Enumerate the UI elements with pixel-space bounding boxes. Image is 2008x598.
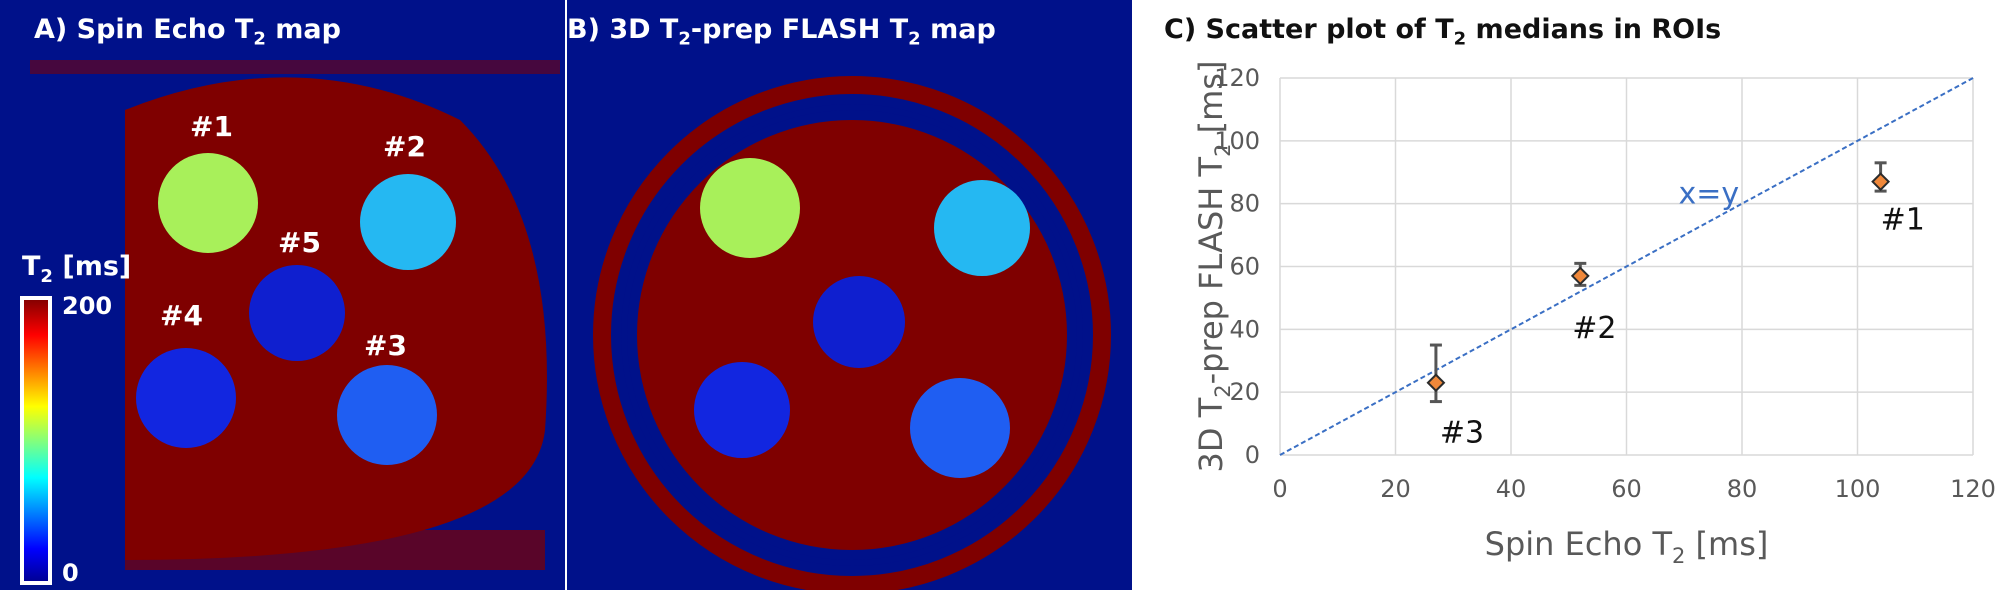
data-point-label: #3 <box>1440 416 1484 451</box>
y-tick-label: 20 <box>1229 378 1260 406</box>
roi-3-disc <box>337 365 437 465</box>
y-tick-label: 0 <box>1245 441 1260 469</box>
spin-echo-map-image: #1 #2 #3 #4 #5 T2 [ms] 200 0 <box>0 0 565 590</box>
x-tick-label: 80 <box>1727 475 1758 503</box>
x-tick-label: 40 <box>1496 475 1527 503</box>
y-tick-labels: 0 20 40 60 80 100 120 <box>1214 64 1260 469</box>
y-axis-label: 3D T2-prep FLASH T2 [ms] <box>1192 61 1235 473</box>
colorbar-gradient <box>20 296 52 585</box>
data-point-marker <box>1426 373 1446 393</box>
panel-a-title: A) Spin Echo T2 map <box>34 14 341 50</box>
data-point-label: #2 <box>1572 311 1616 346</box>
x-tick-label: 20 <box>1380 475 1411 503</box>
x-tick-label: 60 <box>1611 475 1642 503</box>
x-tick-labels: 0 20 40 60 80 100 120 <box>1272 475 1996 503</box>
data-point-label: #1 <box>1881 203 1925 238</box>
identity-line-label: x=y <box>1678 177 1739 212</box>
roi-label-4: #4 <box>160 299 203 332</box>
data-point-marker <box>1871 172 1891 192</box>
panel-c-title: C) Scatter plot of T2 medians in ROIs <box>1164 14 1722 50</box>
data-points: #1 #2 #3 <box>1426 161 1925 451</box>
x-tick-label: 100 <box>1835 475 1881 503</box>
roi-5-disc <box>249 265 345 361</box>
data-point-marker <box>1570 266 1590 286</box>
roi-b-3 <box>910 378 1010 478</box>
colorbar-max: 200 <box>62 292 112 320</box>
roi-label-5: #5 <box>278 226 321 259</box>
y-tick-label: 80 <box>1229 190 1260 218</box>
roi-label-1: #1 <box>190 110 233 143</box>
spin-echo-map-panel: #1 #2 #3 #4 #5 T2 [ms] 200 0 A) Spin Ech… <box>0 0 565 590</box>
roi-b-2 <box>934 180 1030 276</box>
y-tick-label: 40 <box>1229 315 1260 343</box>
map-a-bottom-noise <box>125 530 545 570</box>
flash-map-panel: B) 3D T2-prep FLASH T2 map <box>567 0 1132 594</box>
panel-b-title: B) 3D T2-prep FLASH T2 map <box>567 14 996 50</box>
roi-4-disc <box>136 348 236 448</box>
roi-b-1 <box>700 158 800 258</box>
phantom-b-inner-ring <box>621 104 1083 566</box>
x-tick-label: 120 <box>1950 475 1996 503</box>
y-tick-label: 120 <box>1214 64 1260 92</box>
roi-label-3: #3 <box>364 329 407 362</box>
x-axis-label: Spin Echo T2 [ms] <box>1485 525 1769 568</box>
phantom-b-outer-ring <box>593 76 1111 594</box>
roi-b-4 <box>694 362 790 458</box>
roi-label-2: #2 <box>383 130 426 163</box>
roi-1-disc <box>158 153 258 253</box>
x-tick-label: 0 <box>1272 475 1287 503</box>
y-tick-label: 100 <box>1214 127 1260 155</box>
flash-map-image <box>567 0 1132 594</box>
colorbar-min: 0 <box>62 559 79 587</box>
identity-line <box>1279 77 1974 456</box>
y-tick-label: 60 <box>1229 253 1260 281</box>
roi-2-disc <box>360 174 456 270</box>
map-a-top-noise <box>30 60 560 74</box>
colorbar-label: T2 [ms] <box>22 251 131 287</box>
roi-b-5 <box>813 276 905 368</box>
